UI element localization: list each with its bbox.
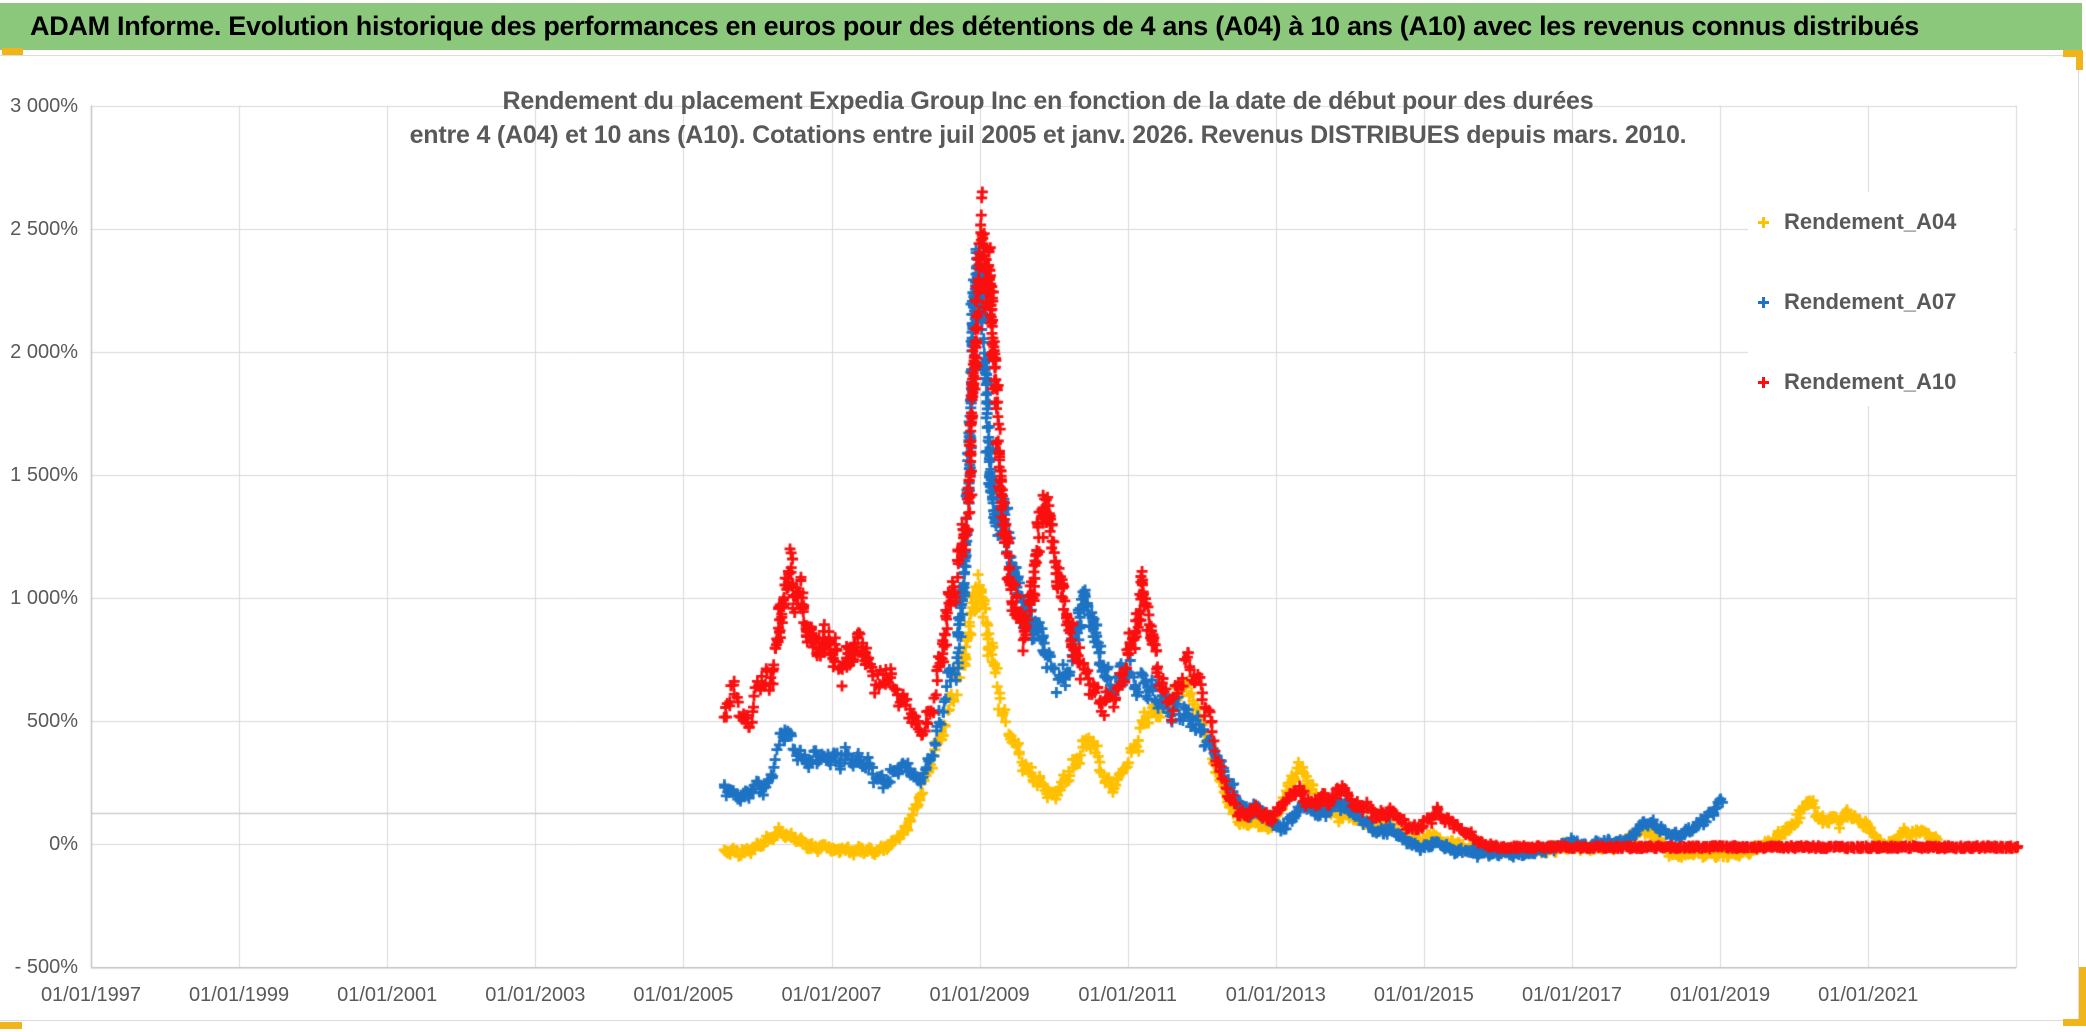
x-axis-label: 01/01/2001 [337,984,438,1006]
x-axis-label: 01/01/2013 [1225,984,1326,1006]
accent-bottom-right-h [2063,1019,2086,1026]
x-axis-label: 01/01/2007 [781,984,882,1006]
accent-top-left [2,48,23,55]
y-axis-label: 2 500% [10,217,78,240]
chart-title-line2: entre 4 (A04) et 10 ans (A10). Cotations… [409,121,1687,149]
legend-item-rendement_a10: Rendement_A10 [1758,369,1957,394]
legend-item-rendement_a07: Rendement_A07 [1758,289,1957,314]
x-axis-label: 01/01/2003 [485,984,586,1006]
x-axis-label: 01/01/2005 [633,984,734,1006]
divider-right [2078,55,2079,1021]
divider-bottom [0,1020,2078,1021]
x-axis-label: 01/01/2015 [1373,984,1474,1006]
legend-item-rendement_a04: Rendement_A04 [1758,209,1957,234]
legend-label: Rendement_A07 [1784,289,1957,314]
accent-top-right-h [2063,50,2083,57]
y-axis-label: - 500% [14,956,78,979]
x-axis-label: 01/01/2021 [1818,984,1919,1006]
y-axis-label: 2 000% [10,340,78,363]
accent-top-right-v [2076,50,2083,70]
chart-legend: Rendement_A04 Rendement_A07 Rendement_A10 [1748,192,2014,406]
legend-label: Rendement_A10 [1784,369,1957,394]
divider-top [0,55,2078,56]
x-axis-label: 01/01/1997 [40,984,142,1006]
y-axis-label: 500% [26,710,78,733]
x-axis-label: 01/01/2011 [1078,984,1177,1006]
header-title: ADAM Informe. Evolution historique des p… [30,11,1920,41]
plus-marker-icon [1758,296,1769,308]
y-axis-label: 1 000% [10,586,78,609]
x-axis-label: 01/01/2017 [1521,984,1623,1006]
y-axis-label: 0% [49,833,78,856]
header-bar: ADAM Informe. Evolution historique des p… [0,3,2082,50]
y-axis-label: 3 000% [10,94,78,117]
chart-title: Rendement du placement Expedia Group Inc… [298,84,1798,152]
x-axis-label: 01/01/2009 [929,984,1030,1006]
plus-marker-icon [1758,216,1769,228]
legend-label: Rendement_A04 [1784,209,1957,234]
x-axis-label: 01/01/1999 [189,984,290,1006]
accent-bottom-right-v [2079,967,2086,1026]
x-axis-label: 01/01/2019 [1670,984,1771,1006]
chart-title-line1: Rendement du placement Expedia Group Inc… [502,87,1594,115]
accent-bottom-left [0,1022,22,1029]
plus-marker-icon [1758,376,1769,388]
y-axis-label: 1 500% [10,463,78,486]
